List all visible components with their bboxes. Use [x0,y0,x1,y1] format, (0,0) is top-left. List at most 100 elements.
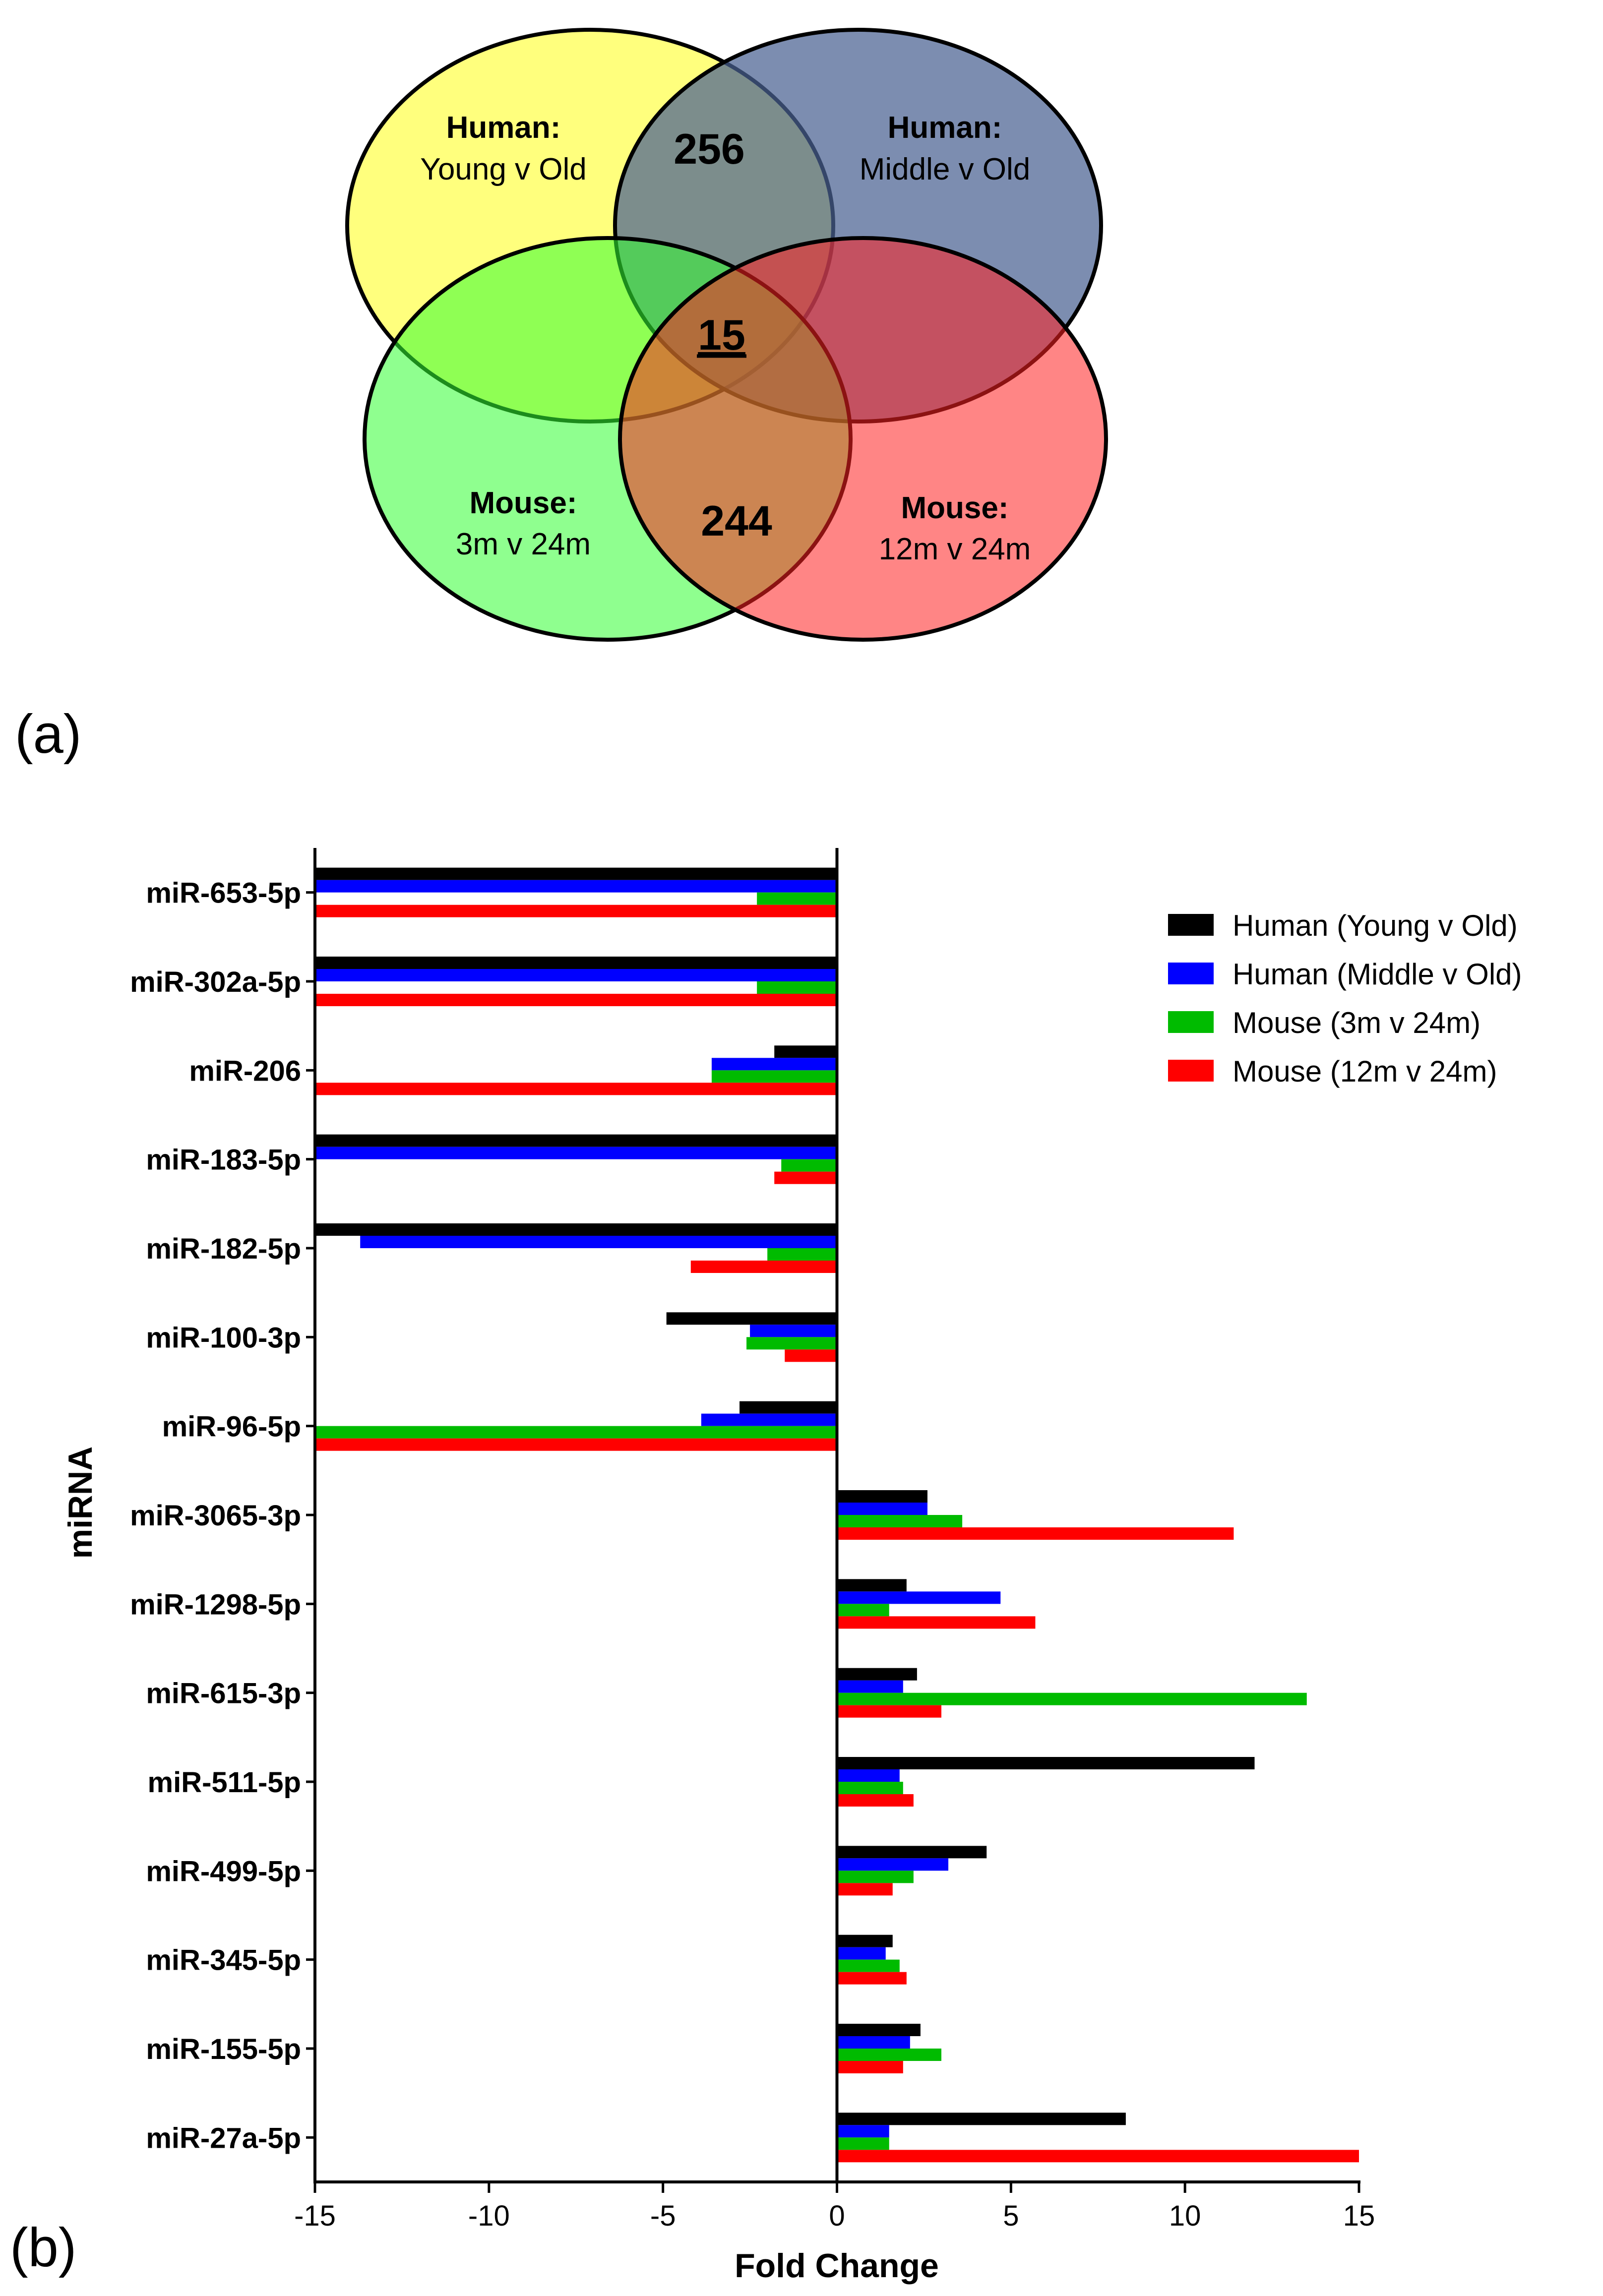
bar-mir-615-3p-human-middle-v-old [837,1680,903,1693]
bar-mir-302a-5p-mouse-3m-v-24m [757,981,837,994]
bar-mir-182-5p-human-middle-v-old [360,1236,837,1248]
bar-mir-100-3p-mouse-12m-v-24m [785,1349,837,1362]
bar-mir-206-mouse-12m-v-24m [315,1083,837,1095]
chart-legend: Human (Young v Old) Human (Middle v Old) M… [1168,909,1522,1088]
bar-mir-345-5p-mouse-3m-v-24m [837,1959,900,1972]
legend-label-mouse-3m-v-24m: Mouse (3m v 24m) [1233,1006,1480,1039]
y-tick-label-mir-511-5p: miR-511-5p [148,1766,301,1799]
bar-mir-1298-5p-human-young-v-old [837,1579,907,1592]
bar-mir-183-5p-human-young-v-old [315,1134,837,1147]
bar-mir-96-5p-mouse-3m-v-24m [315,1426,837,1439]
bar-mir-3065-3p-mouse-12m-v-24m [837,1527,1234,1540]
y-tick-label-mir-1298-5p: miR-1298-5p [130,1588,301,1621]
bar-mir-1298-5p-mouse-3m-v-24m [837,1604,889,1617]
venn-count-mouse-overlap: 244 [701,497,772,545]
legend-label-human-middle-v-old: Human (Middle v Old) [1233,958,1522,991]
bar-mir-499-5p-mouse-3m-v-24m [837,1871,914,1883]
bar-mir-155-5p-human-young-v-old [837,2024,921,2036]
y-tick-label-mir-155-5p: miR-155-5p [146,2033,301,2065]
bar-mir-27a-5p-human-young-v-old [837,2113,1126,2125]
legend-label-human-young-v-old: Human (Young v Old) [1233,909,1518,942]
venn-set-mouse-12m-24m [618,236,1108,642]
bar-mir-182-5p-human-young-v-old [315,1223,837,1236]
y-tick-label-mir-615-3p: miR-615-3p [146,1678,301,1710]
bar-mir-302a-5p-human-middle-v-old [315,969,837,981]
bar-mir-206-human-middle-v-old [711,1058,837,1071]
bar-mir-3065-3p-mouse-3m-v-24m [837,1515,963,1527]
legend-label-mouse-12m-v-24m: Mouse (12m v 24m) [1233,1055,1497,1088]
bar-mir-182-5p-mouse-3m-v-24m [767,1248,837,1261]
bar-mir-3065-3p-human-young-v-old [837,1490,927,1503]
bar-mir-653-5p-mouse-3m-v-24m [757,892,837,905]
venn-label-human-middle-old: Middle v Old [860,152,1031,186]
venn-count-human-overlap: 256 [674,125,745,173]
bar-mir-155-5p-mouse-3m-v-24m [837,2049,941,2061]
bar-mir-511-5p-mouse-12m-v-24m [837,1794,914,1807]
y-tick-label-mir-27a-5p: miR-27a-5p [146,2122,301,2154]
bar-mir-615-3p-mouse-3m-v-24m [837,1692,1307,1705]
x-tick-label: -15 [294,2200,336,2232]
x-tick-label: 15 [1343,2200,1375,2232]
bar-mir-206-human-young-v-old [774,1045,837,1058]
y-axis-label: miRNA [62,1447,99,1559]
bar-mir-100-3p-human-middle-v-old [750,1325,837,1337]
legend-swatch-human-young-v-old [1168,914,1214,936]
chart-ticks: miR-653-5p miR-302a-5p miR-206 miR-183-5p mi… [130,877,1375,2232]
bar-mir-653-5p-mouse-12m-v-24m [315,905,837,917]
bar-mir-511-5p-human-middle-v-old [837,1769,900,1782]
bar-mir-302a-5p-mouse-12m-v-24m [315,994,837,1006]
chart-bars [315,867,1359,2163]
x-axis-label: Fold Change [735,2247,939,2285]
venn-label-mouse-3m-24m: 3m v 24m [456,527,591,561]
bar-mir-27a-5p-mouse-12m-v-24m [837,2150,1359,2163]
bar-mir-302a-5p-human-young-v-old [315,957,837,969]
bar-mir-27a-5p-human-middle-v-old [837,2125,889,2138]
legend-swatch-mouse-3m-v-24m [1168,1011,1214,1033]
x-tick-label: 5 [1003,2200,1019,2232]
legend-swatch-mouse-12m-v-24m [1168,1060,1214,1082]
y-tick-label-mir-653-5p: miR-653-5p [146,877,301,909]
bar-mir-155-5p-human-middle-v-old [837,2036,910,2049]
x-tick-label: -5 [650,2200,676,2232]
bar-mir-183-5p-human-middle-v-old [315,1147,837,1159]
venn-label-mouse-3m-24m-bold: Mouse: [470,486,577,520]
bar-mir-155-5p-mouse-12m-v-24m [837,2061,903,2073]
panel-label-a: (a) [15,704,81,765]
bar-mir-100-3p-human-young-v-old [666,1312,837,1325]
y-tick-label-mir-100-3p: miR-100-3p [146,1322,301,1354]
bar-mir-511-5p-human-young-v-old [837,1757,1255,1769]
venn-label-human-young-old-bold: Human: [446,111,561,145]
bar-mir-511-5p-mouse-3m-v-24m [837,1782,903,1794]
bar-mir-615-3p-mouse-12m-v-24m [837,1705,941,1718]
bar-chart: miR-653-5p miR-302a-5p miR-206 miR-183-5p mi… [62,848,1522,2285]
bar-mir-345-5p-human-middle-v-old [837,1947,886,1960]
bar-mir-183-5p-mouse-3m-v-24m [781,1159,837,1172]
venn-count-all-overlap: 15 [698,311,745,359]
y-tick-label-mir-345-5p: miR-345-5p [146,1944,301,1977]
bar-mir-96-5p-mouse-12m-v-24m [315,1438,837,1451]
x-tick-label: 10 [1169,2200,1201,2232]
bar-mir-27a-5p-mouse-3m-v-24m [837,2137,889,2150]
venn-label-human-middle-old-bold: Human: [888,111,1002,145]
bar-mir-100-3p-mouse-3m-v-24m [746,1337,837,1350]
chart-axes [313,848,1360,2183]
bar-mir-499-5p-human-middle-v-old [837,1858,949,1871]
x-tick-label: 0 [829,2200,845,2232]
bar-mir-96-5p-human-young-v-old [740,1401,837,1414]
y-tick-label-mir-3065-3p: miR-3065-3p [130,1500,301,1532]
venn-diagram: Human: Young v Old Human: Middle v Old M… [345,28,1108,642]
panel-label-b: (b) [10,2217,76,2278]
bar-mir-345-5p-human-young-v-old [837,1934,893,1947]
y-tick-label-mir-206: miR-206 [189,1055,301,1087]
x-tick-label: -10 [468,2200,510,2232]
y-tick-label-mir-96-5p: miR-96-5p [162,1411,301,1443]
bar-mir-1298-5p-human-middle-v-old [837,1591,1001,1604]
bar-mir-615-3p-human-young-v-old [837,1668,917,1681]
bar-mir-653-5p-human-young-v-old [315,867,837,880]
bar-mir-182-5p-mouse-12m-v-24m [690,1261,837,1273]
bar-mir-3065-3p-human-middle-v-old [837,1503,927,1515]
venn-label-mouse-12m-24m: 12m v 24m [879,532,1031,566]
legend-swatch-human-middle-v-old [1168,963,1214,984]
bar-mir-96-5p-human-middle-v-old [701,1413,837,1426]
